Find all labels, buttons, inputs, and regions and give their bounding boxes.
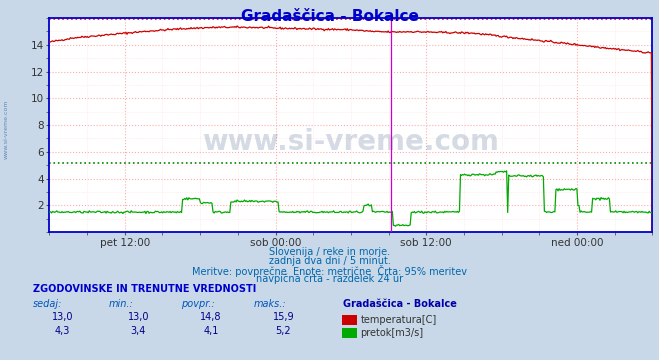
Text: 13,0: 13,0	[128, 312, 149, 323]
Text: Meritve: povprečne  Enote: metrične  Črta: 95% meritev: Meritve: povprečne Enote: metrične Črta:…	[192, 265, 467, 276]
Text: Slovenija / reke in morje.: Slovenija / reke in morje.	[269, 247, 390, 257]
Text: Gradaščica - Bokalce: Gradaščica - Bokalce	[343, 299, 457, 309]
Text: 3,4: 3,4	[130, 326, 146, 336]
Text: www.si-vreme.com: www.si-vreme.com	[4, 100, 9, 159]
Text: 15,9: 15,9	[273, 312, 294, 323]
Text: min.:: min.:	[109, 299, 134, 309]
Text: 4,3: 4,3	[55, 326, 71, 336]
Text: 14,8: 14,8	[200, 312, 221, 323]
Text: 13,0: 13,0	[52, 312, 73, 323]
Text: 5,2: 5,2	[275, 326, 291, 336]
Text: navpična črta - razdelek 24 ur: navpična črta - razdelek 24 ur	[256, 274, 403, 284]
Text: zadnja dva dni / 5 minut.: zadnja dva dni / 5 minut.	[269, 256, 390, 266]
Text: sedaj:: sedaj:	[33, 299, 63, 309]
Text: temperatura[C]: temperatura[C]	[360, 315, 437, 325]
Text: www.si-vreme.com: www.si-vreme.com	[202, 128, 500, 156]
Text: 4,1: 4,1	[203, 326, 219, 336]
Text: ZGODOVINSKE IN TRENUTNE VREDNOSTI: ZGODOVINSKE IN TRENUTNE VREDNOSTI	[33, 284, 256, 294]
Text: pretok[m3/s]: pretok[m3/s]	[360, 328, 424, 338]
Text: maks.:: maks.:	[254, 299, 287, 309]
Text: povpr.:: povpr.:	[181, 299, 215, 309]
Text: Gradaščica - Bokalce: Gradaščica - Bokalce	[241, 9, 418, 24]
